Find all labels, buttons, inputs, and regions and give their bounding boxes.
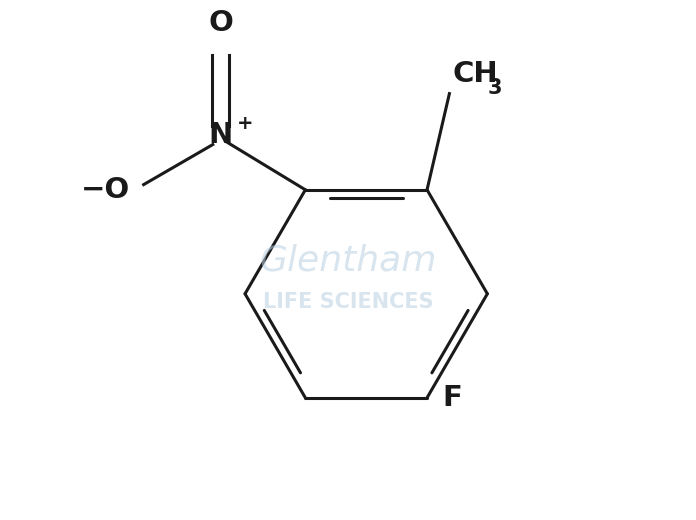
Text: 3: 3 [487, 78, 502, 98]
Text: N: N [209, 121, 232, 149]
Text: +: + [237, 114, 254, 133]
Text: F: F [443, 384, 463, 412]
Text: CH: CH [452, 60, 498, 88]
Text: −O: −O [81, 176, 130, 204]
Text: LIFE SCIENCES: LIFE SCIENCES [262, 292, 434, 311]
Text: O: O [208, 9, 233, 37]
Text: Glentham: Glentham [259, 243, 437, 277]
